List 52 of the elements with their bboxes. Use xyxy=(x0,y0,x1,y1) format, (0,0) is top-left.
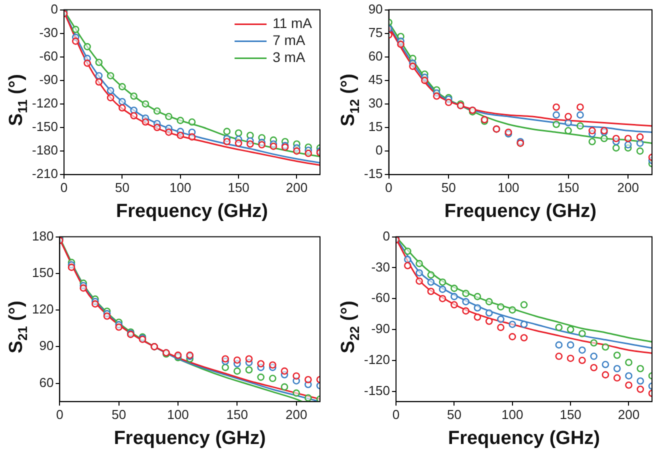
x-tick-label: 100 xyxy=(502,406,524,422)
y-tick-label: 150 xyxy=(32,265,54,280)
y-tick-label: -210 xyxy=(32,166,58,182)
x-tick-label: 50 xyxy=(112,406,126,422)
y-tick-label: -90 xyxy=(371,321,390,336)
y-tick-label: -90 xyxy=(39,72,58,88)
x-tick-label: 200 xyxy=(618,406,640,422)
x-tick-label: 100 xyxy=(170,180,192,195)
y-tick-label: 0 xyxy=(50,1,58,16)
y-tick-label: -150 xyxy=(32,119,58,134)
legend-label: 7 mA xyxy=(272,32,306,48)
y-tick-label: 90 xyxy=(368,1,383,16)
x-tick-label: 150 xyxy=(226,406,248,422)
y-tick-label: 60 xyxy=(39,374,54,390)
x-axis-title: Frequency (GHz) xyxy=(114,428,266,449)
x-tick-label: 0 xyxy=(60,180,68,195)
x-tick-label: 100 xyxy=(498,180,520,195)
x-axis-title: Frequency (GHz) xyxy=(444,200,596,222)
y-tick-label: -15 xyxy=(364,166,383,182)
y-tick-label: 120 xyxy=(32,302,54,317)
x-tick-label: 50 xyxy=(114,180,130,195)
x-tick-label: 200 xyxy=(617,180,639,195)
x-tick-label: 150 xyxy=(560,406,582,422)
y-tick-label: -30 xyxy=(39,24,58,40)
x-tick-label: 150 xyxy=(557,180,580,195)
x-tick-label: 200 xyxy=(285,406,308,422)
y-tick-label: 45 xyxy=(368,72,383,88)
y-tick-label: 0 xyxy=(376,142,383,158)
x-axis-title: Frequency (GHz) xyxy=(116,200,268,222)
y-tick-label: 0 xyxy=(382,228,390,244)
x-tick-label: 50 xyxy=(446,406,462,422)
x-tick-label: 0 xyxy=(392,406,400,422)
y-tick-label: 60 xyxy=(368,48,383,64)
y-tick-label: -60 xyxy=(371,290,390,306)
y-tick-label: -150 xyxy=(364,382,390,398)
y-tick-label: 90 xyxy=(39,338,54,354)
y-tick-label: -120 xyxy=(364,352,390,367)
y-tick-label: -120 xyxy=(32,96,58,111)
x-tick-label: 150 xyxy=(228,180,250,195)
y-tick-label: -30 xyxy=(371,259,390,274)
y-tick-label: 75 xyxy=(368,24,383,40)
x-tick-label: 100 xyxy=(167,406,189,422)
x-tick-label: 50 xyxy=(441,180,456,195)
legend-label: 3 mA xyxy=(272,49,306,66)
y-tick-label: 15 xyxy=(368,119,383,134)
x-axis-title: Frequency (GHz) xyxy=(448,428,600,449)
y-tick-label: 30 xyxy=(368,96,383,111)
y-tick-label: -60 xyxy=(39,48,58,64)
y-tick-label: 180 xyxy=(32,228,54,244)
legend-label: 11 mA xyxy=(272,15,313,32)
x-tick-label: 200 xyxy=(286,180,308,195)
y-tick-label: -180 xyxy=(32,142,58,158)
